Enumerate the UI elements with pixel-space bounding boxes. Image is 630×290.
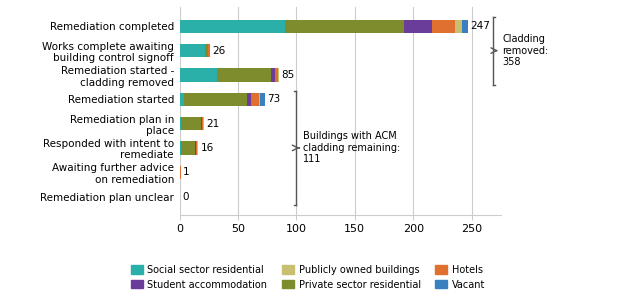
Bar xyxy=(275,68,278,81)
Bar xyxy=(181,141,195,155)
Text: 26: 26 xyxy=(212,46,226,56)
Bar xyxy=(180,93,184,106)
Bar xyxy=(455,20,462,33)
Bar xyxy=(184,93,248,106)
Bar xyxy=(203,117,204,130)
Text: 16: 16 xyxy=(200,143,214,153)
Bar xyxy=(180,44,205,57)
Bar xyxy=(462,20,468,33)
Bar xyxy=(259,93,260,106)
Text: 21: 21 xyxy=(207,119,220,128)
Bar xyxy=(217,68,271,81)
Text: 73: 73 xyxy=(267,94,280,104)
Text: Buildings with ACM
cladding remaining:
111: Buildings with ACM cladding remaining: 1… xyxy=(304,131,401,164)
Legend: Social sector residential, Student accommodation, Publicly owned buildings, Priv: Social sector residential, Student accom… xyxy=(127,261,489,290)
Text: 1: 1 xyxy=(183,167,190,177)
Bar xyxy=(205,44,208,57)
Text: Cladding
removed:
358: Cladding removed: 358 xyxy=(502,34,548,67)
Bar xyxy=(180,141,181,155)
Bar xyxy=(196,141,197,155)
Text: 85: 85 xyxy=(281,70,294,80)
Bar xyxy=(200,117,202,130)
Bar xyxy=(202,117,203,130)
Text: 247: 247 xyxy=(471,21,490,31)
Bar xyxy=(271,68,275,81)
Bar xyxy=(285,20,404,33)
Bar xyxy=(251,93,259,106)
Bar xyxy=(180,166,181,179)
Bar xyxy=(180,20,285,33)
Bar xyxy=(181,117,200,130)
Bar xyxy=(208,44,210,57)
Bar xyxy=(260,93,265,106)
Bar xyxy=(432,20,455,33)
Bar xyxy=(197,141,198,155)
Bar xyxy=(180,68,217,81)
Bar xyxy=(404,20,432,33)
Bar xyxy=(248,93,251,106)
Bar xyxy=(278,68,279,81)
Text: 0: 0 xyxy=(182,191,188,202)
Bar xyxy=(180,117,181,130)
Bar xyxy=(195,141,196,155)
